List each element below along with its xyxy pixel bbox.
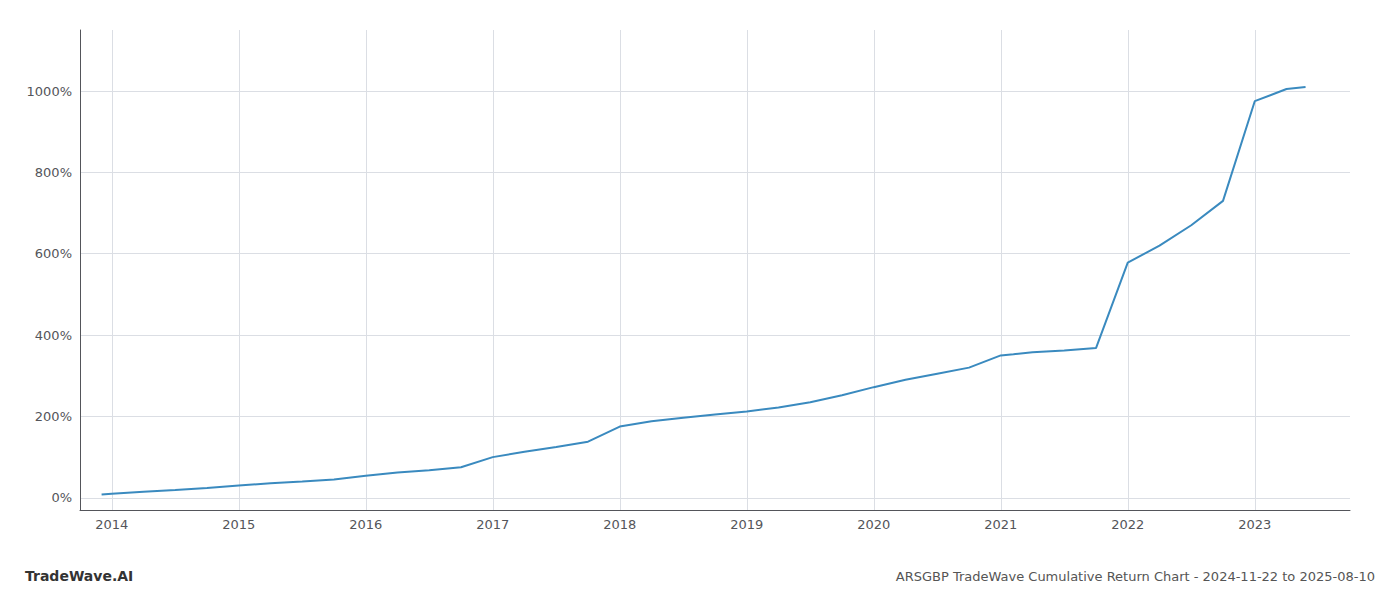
svg-text:200%: 200% [35,409,72,424]
svg-text:2018: 2018 [603,517,636,532]
svg-text:TradeWave.AI: TradeWave.AI [25,568,133,584]
svg-text:0%: 0% [51,490,72,505]
svg-text:1000%: 1000% [27,84,72,99]
svg-text:ARSGBP TradeWave Cumulative Re: ARSGBP TradeWave Cumulative Return Chart… [896,569,1375,584]
svg-text:600%: 600% [35,246,72,261]
svg-text:2022: 2022 [1111,517,1144,532]
svg-text:2017: 2017 [476,517,509,532]
svg-text:2021: 2021 [984,517,1017,532]
svg-text:2015: 2015 [222,517,255,532]
svg-text:2014: 2014 [95,517,128,532]
svg-text:2023: 2023 [1238,517,1271,532]
svg-text:400%: 400% [35,328,72,343]
svg-text:2016: 2016 [349,517,382,532]
svg-text:2020: 2020 [857,517,890,532]
svg-text:800%: 800% [35,165,72,180]
svg-text:2019: 2019 [730,517,763,532]
